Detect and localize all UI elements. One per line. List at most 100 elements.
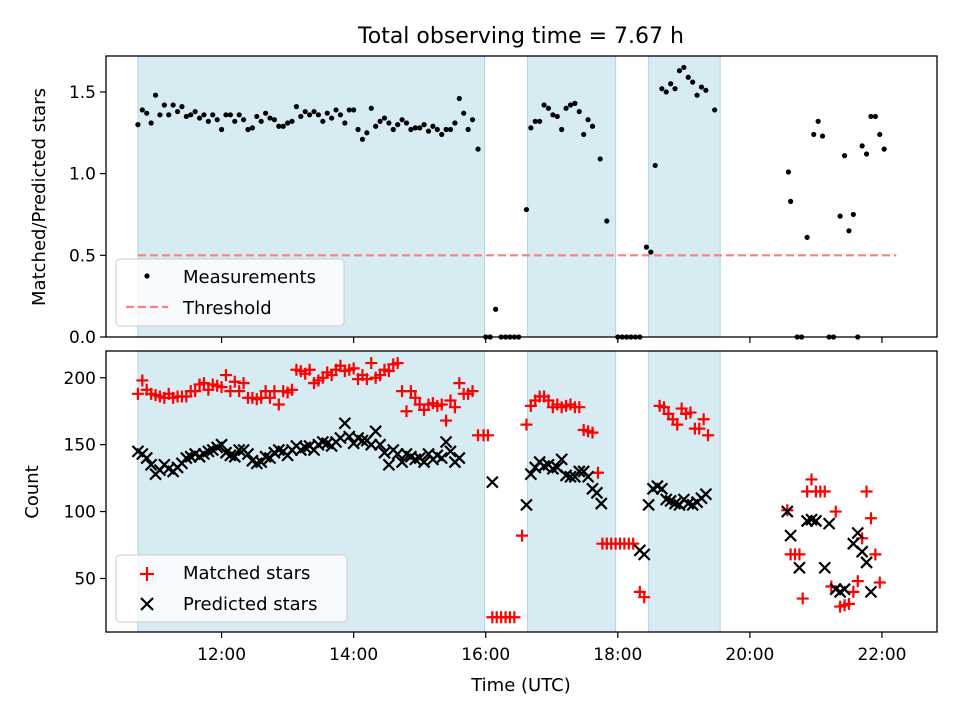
measurement-point — [434, 126, 440, 133]
y-tick-label: 1.5 — [69, 83, 96, 103]
measurement-point — [329, 115, 335, 121]
predicted-star-point — [338, 416, 352, 430]
measurement-point — [447, 126, 454, 133]
measurement-point — [659, 86, 665, 92]
predicted-star-point — [699, 487, 713, 501]
matched-star-point — [864, 512, 877, 525]
measurement-point — [676, 68, 683, 74]
measurement-point — [161, 102, 167, 108]
measurement-point — [868, 113, 874, 120]
measurement-point — [576, 108, 582, 115]
measurement-point — [877, 131, 883, 138]
bottom-legend-predicted-label: Predicted stars — [183, 594, 317, 615]
measurement-point — [214, 117, 220, 123]
measurement-point — [461, 110, 467, 116]
measurement-point — [846, 228, 852, 234]
x-tick-label: 20:00 — [725, 645, 774, 665]
predicted-star-point — [793, 561, 806, 575]
measurement-point — [293, 104, 300, 110]
measurement-point — [368, 105, 374, 111]
measurement-point — [685, 74, 691, 80]
matched-star-point — [400, 405, 413, 418]
measurement-point — [837, 213, 843, 219]
measurement-point — [135, 122, 141, 128]
measurement-point — [694, 92, 700, 98]
predicted-star-point — [524, 467, 538, 481]
predicted-star-point — [860, 556, 873, 569]
matched-star-point — [215, 381, 228, 394]
matched-star-point — [573, 401, 586, 414]
measurement-point — [254, 113, 260, 120]
bottom-y-ticks: 50 100 150 200 — [64, 369, 106, 589]
measurement-point — [663, 89, 669, 95]
measurement-point — [258, 118, 264, 124]
measurement-point — [643, 244, 650, 250]
matched-star-point — [391, 357, 404, 370]
measurement-point — [703, 87, 709, 93]
measurement-point — [166, 112, 172, 118]
measurement-point — [712, 107, 718, 113]
y-tick-label: 200 — [64, 369, 96, 389]
matched-star-point — [347, 362, 360, 375]
y-tick-label: 150 — [64, 436, 96, 456]
measurement-point — [285, 120, 291, 126]
y-tick-label: 1.0 — [69, 165, 96, 185]
matched-star-point — [671, 418, 684, 431]
predicted-star-point — [805, 513, 818, 526]
measurement-point — [359, 136, 366, 142]
measurement-point — [381, 115, 388, 121]
top-markers — [135, 64, 887, 340]
measurement-point — [201, 112, 207, 118]
measurement-point — [417, 125, 423, 131]
matched-star-point — [586, 426, 599, 439]
matched-star-point — [453, 377, 466, 390]
measurement-point — [581, 131, 587, 138]
measurement-point — [218, 126, 225, 133]
measurement-point — [698, 84, 705, 90]
measurement-point — [289, 118, 295, 124]
measurement-point — [563, 105, 569, 111]
matched-star-point — [440, 414, 453, 427]
measurement-point — [541, 102, 547, 108]
measurement-point — [324, 110, 330, 116]
predicted-star-point — [537, 459, 551, 473]
matched-star-point — [131, 387, 144, 400]
measurement-point — [148, 120, 154, 126]
measurement-point — [373, 123, 379, 129]
measurement-point — [668, 81, 674, 87]
measurement-point — [532, 118, 538, 124]
measurement-point — [377, 118, 383, 124]
bottom-legend-matched-marker — [140, 567, 154, 581]
predicted-star-point — [581, 470, 595, 484]
measurement-point — [342, 120, 348, 126]
measurement-point — [567, 102, 574, 108]
top-legend-measurements-label: Measurements — [183, 267, 316, 288]
predicted-star-point — [590, 486, 604, 500]
measurement-point — [183, 113, 189, 120]
measurement-point — [443, 126, 449, 133]
predicted-star-point — [838, 582, 851, 596]
predicted-star-point — [520, 498, 533, 512]
measurement-point — [859, 143, 865, 149]
x-tick-label: 22:00 — [857, 645, 906, 665]
predicted-star-point — [784, 529, 797, 542]
measurement-point — [267, 115, 273, 121]
predicted-star-point — [298, 441, 312, 454]
x-tick-label: 12:00 — [197, 645, 246, 665]
measurement-point — [355, 126, 361, 133]
matched-star-point — [847, 585, 860, 598]
matched-star-point — [520, 418, 533, 431]
predicted-star-point — [439, 435, 453, 449]
predicted-star-point — [855, 545, 869, 558]
measurement-point — [390, 126, 396, 133]
matched-star-point — [448, 401, 461, 414]
measurement-point — [493, 306, 499, 312]
predicted-star-point — [224, 449, 237, 462]
measurement-point — [425, 128, 432, 134]
matched-star-point — [805, 473, 818, 486]
matched-star-point — [842, 597, 855, 610]
predicted-star-point — [555, 453, 568, 466]
predicted-star-point — [232, 443, 246, 457]
measurement-point — [223, 112, 229, 118]
